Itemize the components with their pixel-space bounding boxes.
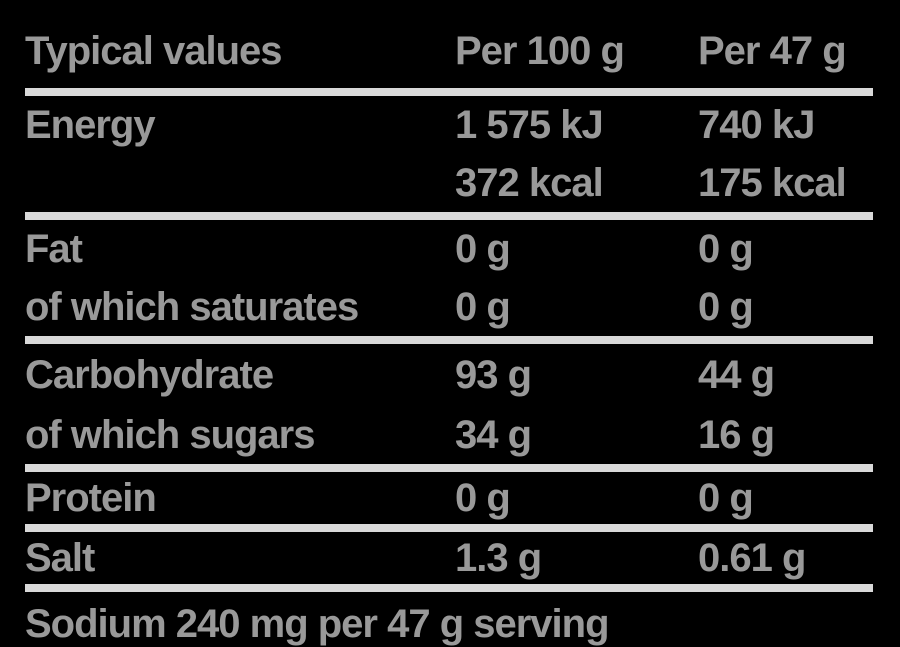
value-per-47g: 740 kJ bbox=[698, 102, 815, 147]
value-per-100g: 1 575 kJ bbox=[455, 102, 604, 147]
row-divider bbox=[25, 212, 873, 220]
value-per-100g: 0 g bbox=[455, 226, 511, 271]
sodium-footnote: Sodium 240 mg per 47 g serving bbox=[25, 602, 610, 646]
row-divider bbox=[25, 464, 873, 472]
table-row: 372 kcal 175 kcal bbox=[25, 154, 873, 212]
table-row: Carbohydrate 93 g 44 g bbox=[25, 344, 873, 406]
row-divider bbox=[25, 336, 873, 344]
table-header-row: Typical values Per 100 g Per 47 g bbox=[25, 14, 873, 88]
row-label: Carbohydrate bbox=[25, 352, 274, 397]
nutrition-table: Typical values Per 100 g Per 47 g Energy… bbox=[25, 14, 873, 647]
row-label: of which saturates bbox=[25, 284, 359, 329]
value-per-100g: 372 kcal bbox=[455, 160, 604, 205]
value-per-47g: 0 g bbox=[698, 284, 754, 329]
value-per-47g: 16 g bbox=[698, 412, 775, 457]
table-row: Energy 1 575 kJ 740 kJ bbox=[25, 96, 873, 154]
header-per-100g: Per 100 g bbox=[455, 28, 625, 73]
table-row: Protein 0 g 0 g bbox=[25, 472, 873, 524]
table-row: Fat 0 g 0 g bbox=[25, 220, 873, 278]
table-row: of which saturates 0 g 0 g bbox=[25, 278, 873, 336]
table-body: Energy 1 575 kJ 740 kJ 372 kcal 175 kcal Fat 0… bbox=[25, 96, 873, 592]
row-label: Fat bbox=[25, 226, 83, 271]
value-per-100g: 1.3 g bbox=[455, 535, 542, 580]
table-row: of which sugars 34 g 16 g bbox=[25, 406, 873, 464]
value-per-100g: 93 g bbox=[455, 352, 532, 397]
value-per-47g: 44 g bbox=[698, 352, 775, 397]
row-divider bbox=[25, 524, 873, 532]
value-per-47g: 0 g bbox=[698, 475, 754, 520]
row-divider bbox=[25, 584, 873, 592]
row-label: Salt bbox=[25, 535, 95, 580]
value-per-47g: 175 kcal bbox=[698, 160, 847, 205]
value-per-47g: 0.61 g bbox=[698, 535, 806, 580]
header-divider bbox=[25, 88, 873, 96]
header-per-47g: Per 47 g bbox=[698, 28, 847, 73]
row-label: Energy bbox=[25, 102, 156, 147]
header-typical-values: Typical values bbox=[25, 28, 283, 73]
value-per-47g: 0 g bbox=[698, 226, 754, 271]
row-label: of which sugars bbox=[25, 412, 316, 457]
value-per-100g: 34 g bbox=[455, 412, 532, 457]
value-per-100g: 0 g bbox=[455, 284, 511, 329]
row-label: Protein bbox=[25, 475, 157, 520]
value-per-100g: 0 g bbox=[455, 475, 511, 520]
table-row: Salt 1.3 g 0.61 g bbox=[25, 532, 873, 584]
